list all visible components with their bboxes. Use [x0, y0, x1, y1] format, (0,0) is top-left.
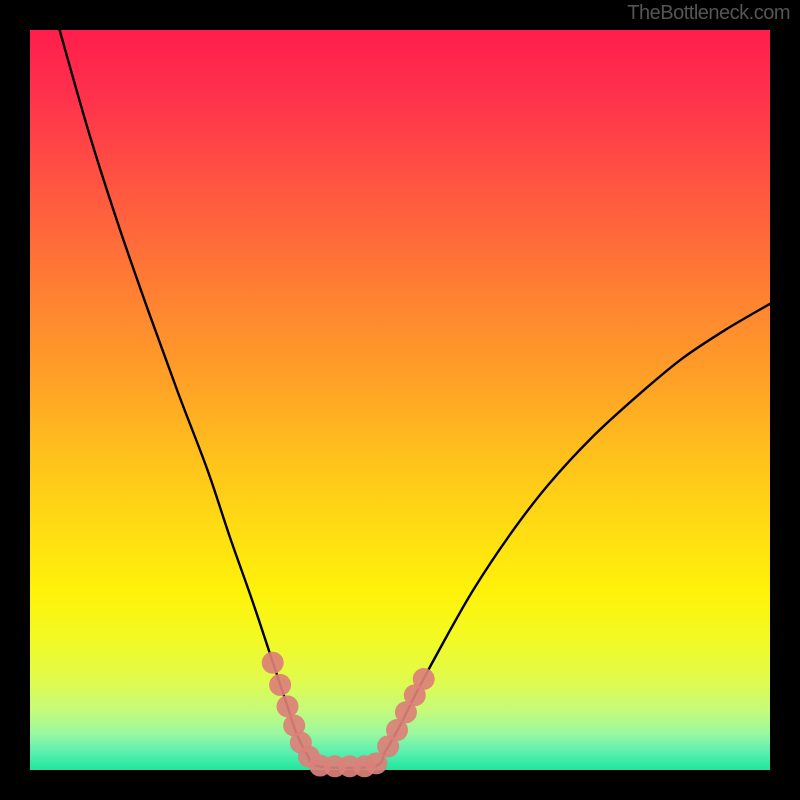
highlight-marker — [262, 652, 284, 674]
highlight-marker — [277, 695, 299, 717]
highlight-marker — [269, 674, 291, 696]
attribution-label: TheBottleneck.com — [627, 2, 790, 25]
chart-stage: TheBottleneck.com — [0, 0, 800, 800]
highlight-marker — [413, 668, 435, 690]
bottleneck-chart — [0, 0, 800, 800]
plot-background — [30, 30, 770, 770]
